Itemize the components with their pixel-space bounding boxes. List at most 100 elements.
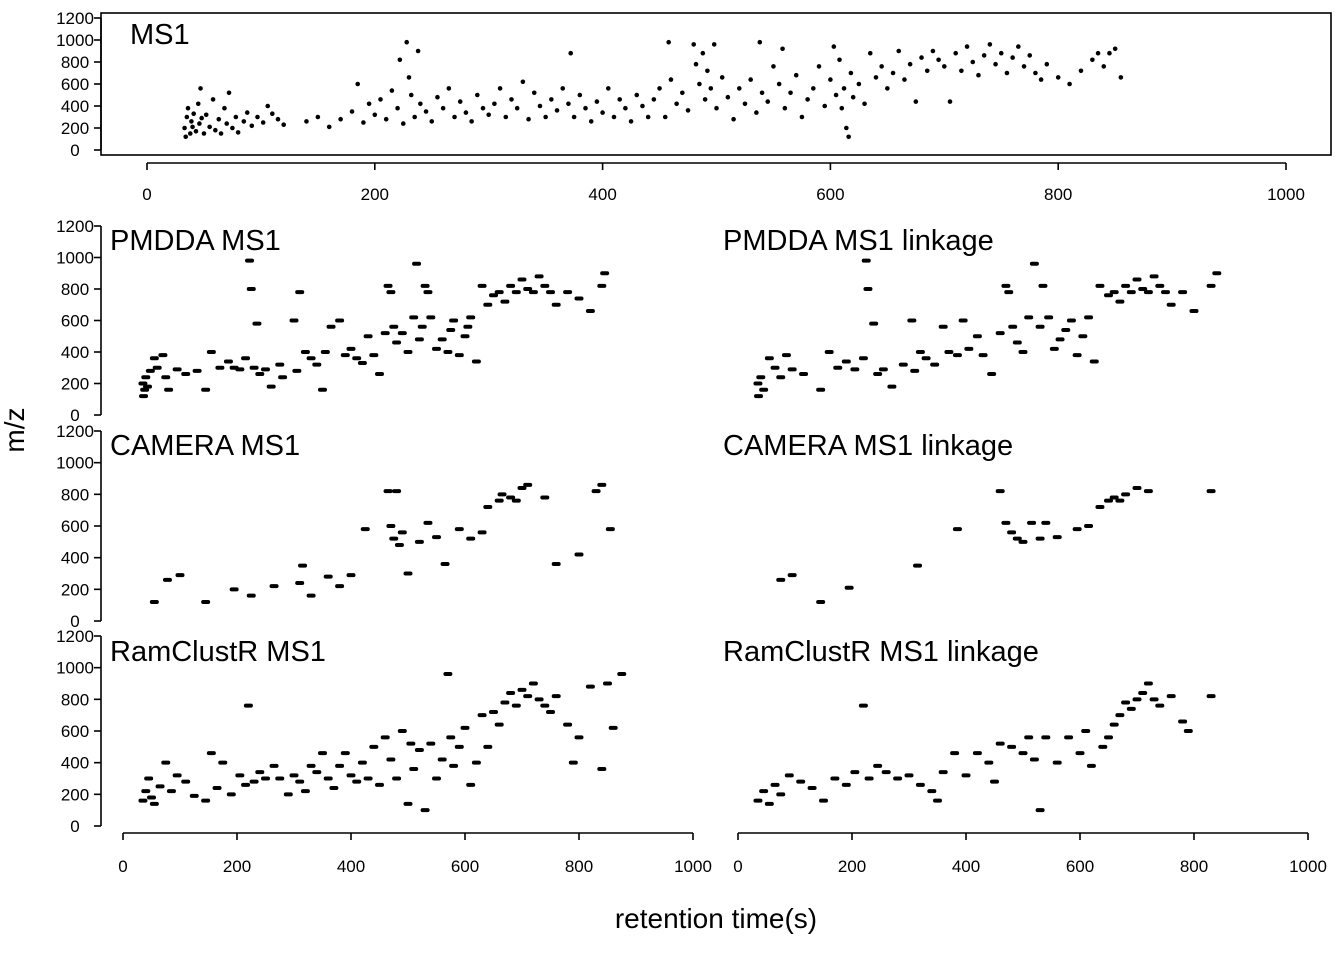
data-point [551,694,561,699]
data-point [944,350,954,354]
data-point [255,114,260,120]
data-point [759,90,765,96]
data-point [266,384,276,389]
data-point [198,86,203,91]
data-point [757,39,763,45]
data-point [1072,353,1082,358]
data-point [440,562,450,566]
data-point [674,101,679,107]
data-point [1041,520,1051,525]
data-point [423,290,433,295]
data-point [560,86,566,91]
data-point [563,290,573,295]
data-point [469,119,474,124]
data-point [517,277,527,282]
data-point [326,324,336,329]
y-tick-label: 400 [61,754,89,773]
data-point [275,776,285,781]
data-point [183,134,189,140]
y-tick-label: 600 [61,312,89,331]
y-tick-label: 600 [61,517,89,536]
data-point [389,324,399,329]
data-point [1024,315,1034,320]
data-point [1055,75,1061,80]
data-point [161,760,171,765]
data-point [466,315,476,320]
data-point [511,703,521,708]
data-point [748,77,753,82]
data-point [414,539,424,544]
y-tick-label: 400 [61,549,89,568]
data-point [540,495,550,500]
y-tick-label: 1200 [56,217,94,236]
data-point [927,789,937,794]
data-point [149,801,159,806]
data-point [185,105,191,111]
data-point [862,101,867,107]
data-point [224,121,230,126]
data-point [998,50,1004,56]
data-point [489,710,498,714]
data-point [551,562,561,566]
data-point [246,287,256,291]
x-tick-label: 800 [1044,185,1072,204]
data-point [1143,489,1153,494]
data-point [1012,340,1022,345]
data-point [902,77,907,82]
data-point [184,114,190,120]
panel-camera-linkage: CAMERA MS1 linkage [723,430,1216,604]
data-point [961,773,971,778]
data-point [1055,337,1065,342]
data-point [873,75,879,80]
data-point [972,334,982,339]
data-point [666,39,671,45]
data-point [320,350,330,354]
data-point [981,53,987,58]
data-point [403,801,413,806]
data-point [976,72,981,78]
x-tick-label: 0 [142,185,151,204]
data-point [323,574,333,579]
data-point [138,381,148,386]
data-point [197,121,202,126]
data-point [517,486,527,490]
data-point [172,773,182,778]
data-point [913,99,919,104]
data-point [140,387,150,392]
data-point [1115,299,1125,304]
data-point [190,124,195,130]
x-tick-label: 800 [565,857,593,876]
data-point [634,92,640,98]
data-point [420,808,430,813]
data-point [489,293,498,298]
data-point [158,353,168,358]
data-point [1149,274,1159,279]
y-tick-label: 0 [70,141,79,160]
data-point [1115,498,1125,503]
data-point [1052,760,1062,765]
data-point [1104,293,1113,298]
y-tick-label: 800 [61,690,89,709]
plot-frame [100,12,1332,156]
data-point [414,337,424,342]
x-tick-label: 1000 [1267,185,1305,204]
panel-pmdda-ms1: 0 200 400 600 800 1000 1200 PMDDA MS1 [56,217,610,425]
data-point [1132,277,1142,282]
data-point [1155,703,1165,708]
data-point [1004,70,1010,76]
x-tick-label: 600 [1066,857,1094,876]
data-point [392,340,402,345]
data-point [1008,324,1018,329]
data-point [788,90,793,96]
data-point [597,283,607,288]
data-point [1007,744,1017,749]
data-point [1064,735,1074,740]
data-point [392,489,402,494]
data-point [736,86,742,91]
data-point [568,50,574,56]
data-point [919,55,924,60]
data-point [600,110,605,115]
data-point [608,725,618,730]
data-point [497,86,503,91]
data-point [147,795,156,800]
